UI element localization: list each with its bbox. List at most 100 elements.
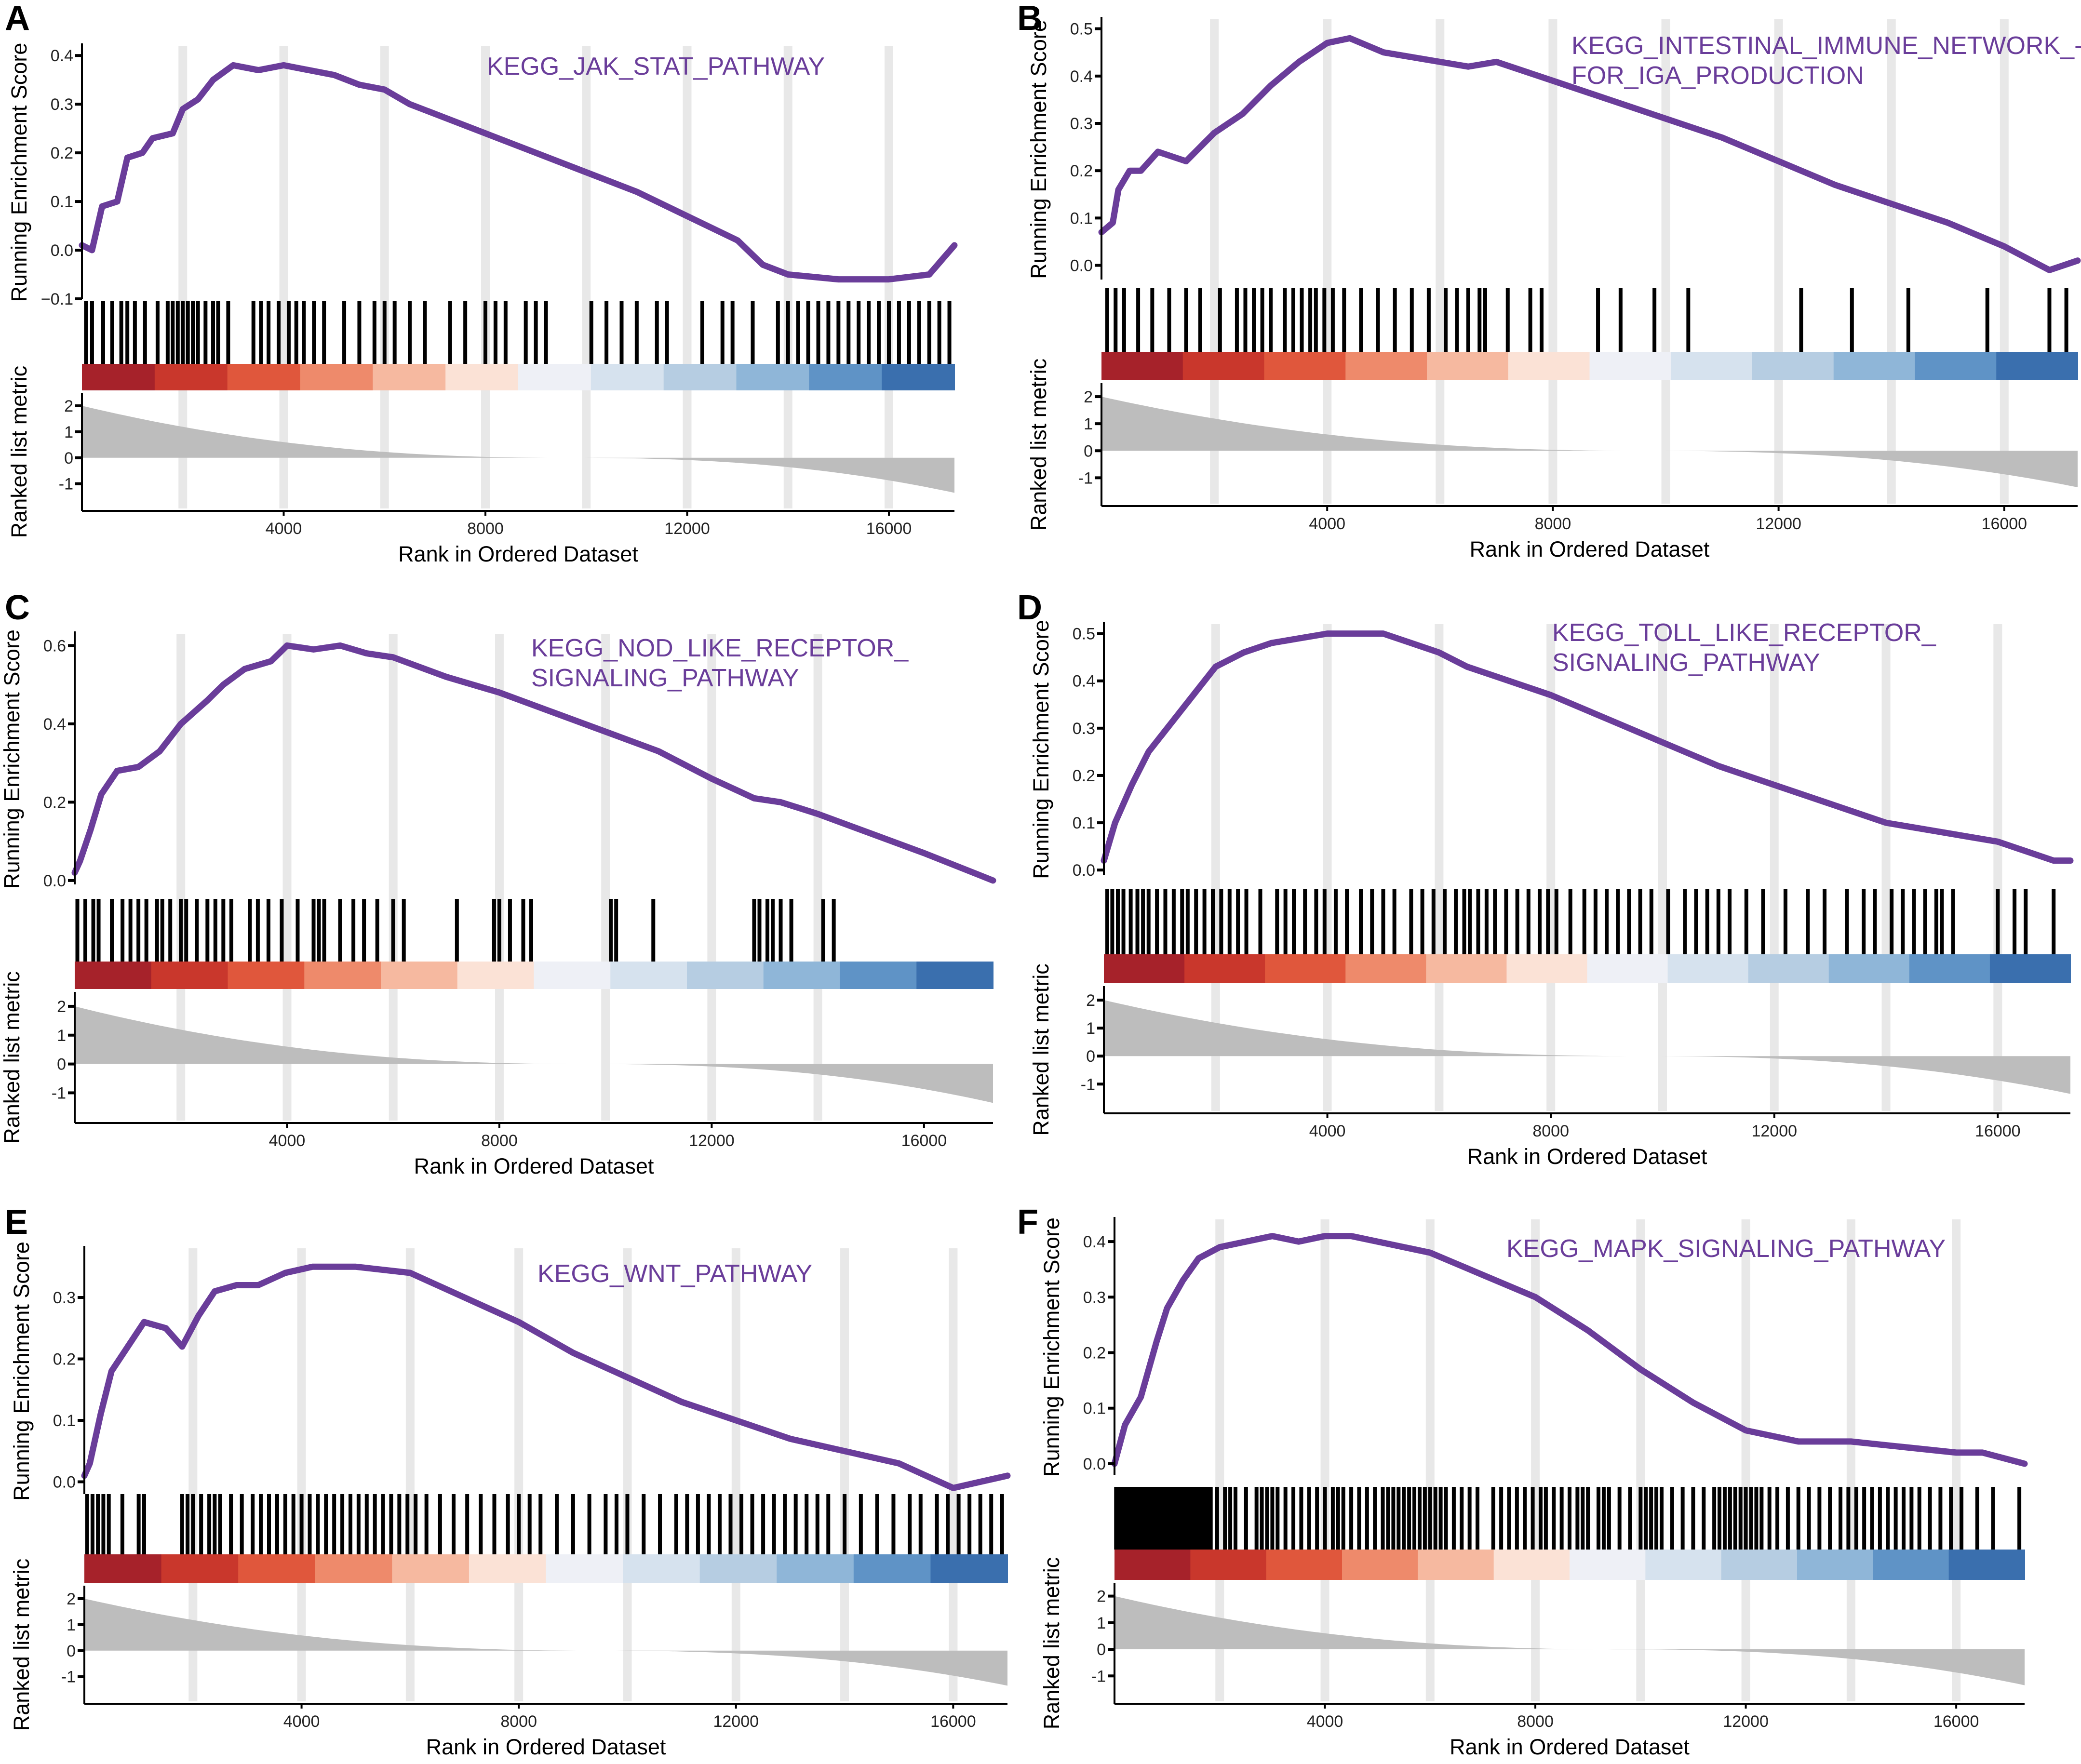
gene-hit-line	[1468, 889, 1472, 954]
gene-hit-line	[2024, 889, 2028, 954]
gray-guide-line	[707, 634, 716, 1121]
gene-hit-line	[908, 1494, 912, 1554]
rank-color-segment	[1589, 352, 1672, 380]
gene-hit-line	[1300, 288, 1304, 352]
gene-hit-line	[1342, 288, 1346, 352]
gene-hit-line	[317, 899, 321, 962]
gene-hit-line	[424, 1494, 429, 1554]
gene-hit-line	[1128, 889, 1133, 954]
panel-e: E 0.0 0.1 0.2 0.3 2 1 0 -1 4000 8000 12000 16000 Rank…	[5, 1203, 1011, 1759]
metric-y-tick-label: 0	[1084, 442, 1093, 460]
gene-hit-line	[402, 899, 406, 962]
gene-hit-line	[1392, 889, 1396, 954]
gene-hit-line	[1373, 1487, 1377, 1550]
gene-hit-line	[1165, 1487, 1169, 1550]
gene-hit-line	[1193, 1487, 1197, 1550]
gene-hit-line	[373, 1494, 377, 1554]
rank-color-segment	[1508, 352, 1590, 380]
rank-color-segment	[1570, 1550, 1646, 1580]
x-tick-label: 16000	[1982, 515, 2027, 533]
es-y-tick-label: 0.1	[51, 193, 73, 211]
gray-guide-line	[389, 634, 398, 1121]
gene-hit-line	[587, 1494, 591, 1554]
gene-hit-line	[121, 899, 125, 962]
rank-color-segment	[469, 1554, 547, 1583]
gene-hit-line	[90, 1494, 94, 1554]
x-axis-title: Rank in Ordered Dataset	[398, 542, 638, 566]
metric-y-tick-label: 0	[64, 449, 73, 468]
gene-hit-line	[392, 301, 397, 364]
pathway-title: KEGG_TOLL_LIKE_RECEPTOR_	[1552, 619, 1936, 647]
gray-guide-line	[1770, 624, 1779, 1111]
gene-hit-line	[1152, 1487, 1156, 1550]
gene-hit-line	[1618, 288, 1623, 352]
gene-hit-line	[168, 899, 173, 962]
es-y-tick-label: 0.4	[1083, 1233, 1106, 1251]
gene-hit-line	[918, 1494, 923, 1554]
gene-hit-line	[1554, 889, 1558, 954]
gene-hit-line	[1528, 288, 1532, 352]
metric-y-tick-label: 2	[57, 998, 66, 1016]
panel-c: C 0.0 0.2 0.4 0.6 2 1 0 -1 4000 8000 12000 16000 Rank…	[0, 588, 996, 1178]
gene-hit-line	[1523, 1487, 1527, 1550]
gene-hit-line	[207, 1494, 212, 1554]
gene-hit-line	[280, 899, 284, 962]
gene-hit-line	[277, 301, 281, 364]
x-tick-label: 4000	[283, 1712, 320, 1731]
gene-hit-line	[1991, 1487, 1995, 1550]
es-y-axis-title: Running Enrichment Score	[1029, 620, 1053, 879]
gene-hit-line	[493, 301, 497, 364]
rank-color-segment	[610, 962, 687, 989]
gene-hit-line	[1291, 1487, 1296, 1550]
metric-y-axis-title: Ranked list metric	[1039, 1557, 1064, 1730]
rank-color-segment	[151, 962, 228, 989]
gene-hit-line	[1749, 1487, 1753, 1550]
gene-hit-line	[1949, 1487, 1953, 1550]
gene-hit-line	[776, 301, 780, 364]
gene-hit-line	[1359, 288, 1363, 352]
es-y-tick-label: 0.3	[1083, 1288, 1106, 1307]
gene-hit-line	[658, 1494, 662, 1554]
gene-hit-line	[1146, 889, 1151, 954]
rank-color-segment	[853, 1554, 931, 1583]
enrichment-score-line	[79, 62, 958, 283]
gene-hit-line	[342, 301, 347, 364]
gene-hit-line	[255, 899, 260, 962]
gene-hit-line	[1145, 1487, 1150, 1550]
gene-hit-line	[1110, 889, 1114, 954]
ranked-metric-area	[1101, 397, 2078, 487]
gene-hit-line	[133, 301, 137, 364]
rank-color-segment	[1645, 1550, 1722, 1580]
gene-hit-line	[1136, 288, 1141, 352]
gene-hit-line	[160, 899, 164, 962]
gene-hit-line	[1761, 889, 1765, 954]
x-tick-label: 8000	[481, 1132, 518, 1150]
gene-hit-line	[1127, 1487, 1131, 1550]
gray-guide-line	[1661, 19, 1670, 504]
gene-hit-line	[1359, 889, 1363, 954]
panel-a: A −0.1 0.0 0.1 0.2 0.3 0.4 2 1 0 -1 4000 8000 12000 16…	[5, 0, 958, 566]
enrichment-score-line	[1111, 1233, 2028, 1467]
x-axis-title: Rank in Ordered Dataset	[414, 1154, 654, 1178]
gene-hit-line	[1862, 1487, 1866, 1550]
gene-hit-line	[1202, 889, 1207, 954]
pathway-title: KEGG_JAK_STAT_PATHWAY	[487, 53, 825, 80]
rank-color-segment	[161, 1554, 239, 1583]
gene-hit-line	[1381, 1487, 1385, 1550]
metric-y-tick-label: -1	[52, 1084, 66, 1102]
gene-hit-line	[295, 899, 300, 962]
gene-hit-line	[757, 899, 762, 962]
gene-hit-line	[877, 301, 881, 364]
gray-guide-line	[178, 46, 188, 508]
gray-guide-line	[1741, 1219, 1750, 1701]
gene-hit-line	[927, 301, 931, 364]
gene-hit-line	[750, 1494, 754, 1554]
es-y-tick-label: 0.1	[53, 1412, 76, 1430]
gene-hit-line	[211, 301, 215, 364]
gene-hit-line	[1174, 1487, 1178, 1550]
gene-hit-line	[1381, 889, 1385, 954]
gene-hit-line	[857, 301, 861, 364]
gene-hit-line	[1161, 1487, 1166, 1550]
es-y-tick-label: 0.6	[43, 637, 66, 655]
